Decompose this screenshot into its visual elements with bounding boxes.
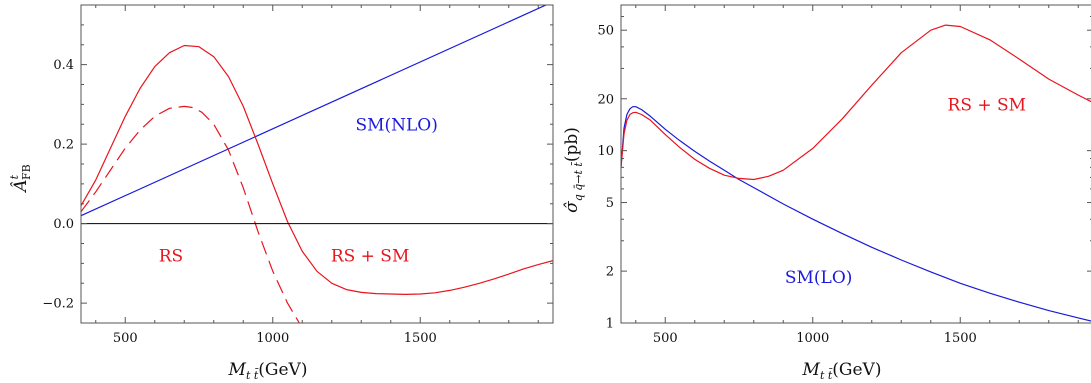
asymmetry-x-axis-label: Mt t̄(GeV) xyxy=(228,360,308,382)
y-tick-label: 0.2 xyxy=(53,138,74,153)
series-line-rs-dashed xyxy=(81,105,300,323)
annotation-sm-nlo-: SM(NLO) xyxy=(355,115,437,135)
asymmetry-chart: 500 1000 1500 −0.2 0.0 0.2 0.4 SM(NLO) RS RS + S… xyxy=(8,4,554,382)
x-tick-label: 1500 xyxy=(944,331,977,346)
asymmetry-y-axis-label: ÂtFB xyxy=(8,164,33,193)
y-tick-label: 1 xyxy=(606,317,614,332)
y-tick-label: 10 xyxy=(597,144,614,159)
x-tick-label: 1000 xyxy=(796,331,829,346)
cross-section-curves xyxy=(621,24,1091,322)
asymmetry-curves xyxy=(81,5,553,323)
annotation-rs: RS xyxy=(159,246,183,266)
annotation-rs-sm: RS + SM xyxy=(948,96,1027,116)
cross-section-annotations: RS + SM SM(LO) xyxy=(785,96,1026,288)
x-tick-label: 500 xyxy=(653,331,678,346)
y-tick-label: 2 xyxy=(606,265,614,280)
y-tick-label: 0.4 xyxy=(53,58,74,73)
annotation-sm-lo-: SM(LO) xyxy=(785,268,853,288)
y-tick-label: 0.0 xyxy=(53,217,74,232)
cross-section-x-axis-label: Mt t̄(GeV) xyxy=(802,360,882,382)
series-line-rs-sm xyxy=(81,44,553,295)
y-tick-label: 50 xyxy=(597,24,614,39)
cross-section-axis-ticks: 500 1000 1500 1 2 5 10 20 50 xyxy=(597,4,1091,346)
x-tick-label: 1500 xyxy=(404,331,437,346)
asymmetry-axis-ticks: 500 1000 1500 −0.2 0.0 0.2 0.4 xyxy=(42,4,553,346)
asymmetry-plot-frame xyxy=(80,4,554,324)
series-line-sm-lo- xyxy=(621,106,1091,322)
series-line-rs-sm xyxy=(621,24,1091,181)
series-line-sm-nlo- xyxy=(81,5,548,217)
y-tick-label: −0.2 xyxy=(42,297,74,312)
x-tick-label: 500 xyxy=(113,331,138,346)
cross-section-y-axis-label: σ̂q q̄→t t̄(pb) xyxy=(562,127,585,213)
y-tick-label: 5 xyxy=(606,196,614,211)
y-tick-label: 20 xyxy=(597,92,614,107)
annotation-rs-sm: RS + SM xyxy=(331,246,410,266)
asymmetry-annotations: SM(NLO) RS RS + SM xyxy=(159,115,438,266)
cross-section-chart: 500 1000 1500 1 2 5 10 20 50 RS + SM SM(LO) Mt t̄… xyxy=(562,4,1091,382)
cross-section-plot-frame xyxy=(620,4,1091,324)
x-tick-label: 1000 xyxy=(256,331,289,346)
